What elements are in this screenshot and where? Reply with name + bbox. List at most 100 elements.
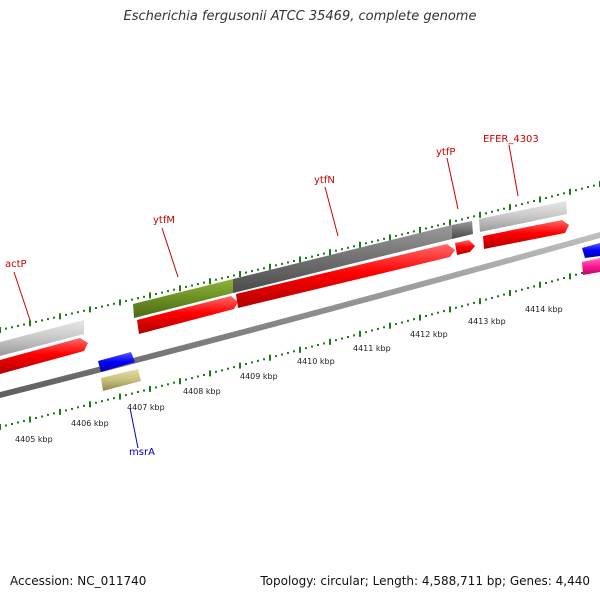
minor-tick bbox=[353, 334, 355, 337]
minor-tick bbox=[395, 323, 397, 326]
major-tick bbox=[329, 338, 331, 345]
reverse-cds-feature[interactable] bbox=[582, 243, 600, 258]
gene-label-ytfP[interactable]: ytfP bbox=[436, 147, 455, 158]
scale-label: 4409 kbp bbox=[240, 372, 278, 381]
minor-tick bbox=[11, 423, 13, 425]
gene-label-actP[interactable]: actP bbox=[5, 259, 27, 270]
minor-tick bbox=[101, 400, 103, 403]
minor-tick bbox=[281, 353, 283, 356]
minor-tick bbox=[221, 369, 223, 372]
minor-tick bbox=[203, 374, 205, 376]
minor-tick bbox=[503, 293, 505, 296]
minor-tick bbox=[77, 311, 79, 314]
major-tick bbox=[479, 298, 481, 305]
gene-feature-EFER_4303[interactable] bbox=[479, 201, 567, 232]
minor-tick bbox=[377, 327, 379, 330]
minor-tick bbox=[575, 189, 577, 192]
minor-tick bbox=[305, 257, 307, 259]
minor-tick bbox=[365, 242, 367, 245]
reverse-track bbox=[98, 243, 600, 391]
minor-tick bbox=[587, 186, 589, 189]
gene-feature-actP[interactable] bbox=[0, 320, 84, 356]
minor-tick bbox=[11, 326, 13, 329]
minor-tick bbox=[467, 303, 469, 306]
minor-tick bbox=[383, 326, 385, 329]
minor-tick bbox=[47, 318, 49, 321]
minor-tick bbox=[83, 404, 85, 407]
major-tick bbox=[449, 219, 451, 226]
minor-tick bbox=[131, 392, 133, 395]
scale-label: 4414 kbp bbox=[525, 305, 563, 314]
minor-tick bbox=[545, 197, 547, 199]
minor-tick bbox=[401, 321, 403, 324]
gene-feature-msrA[interactable] bbox=[101, 369, 141, 391]
minor-tick bbox=[155, 293, 157, 295]
misc-feature[interactable] bbox=[582, 258, 600, 275]
gene-feature-ytfN[interactable] bbox=[233, 225, 452, 293]
major-tick bbox=[89, 401, 91, 408]
minor-tick bbox=[251, 270, 253, 273]
minor-tick bbox=[563, 277, 565, 279]
minor-tick bbox=[431, 225, 433, 228]
minor-tick bbox=[17, 421, 19, 424]
minor-tick bbox=[497, 295, 499, 298]
minor-tick bbox=[215, 278, 217, 281]
minor-tick bbox=[77, 406, 79, 409]
minor-tick bbox=[557, 278, 559, 281]
minor-tick bbox=[503, 207, 505, 210]
cds-feature[interactable] bbox=[0, 338, 88, 374]
minor-tick bbox=[185, 285, 187, 288]
minor-tick bbox=[581, 272, 583, 274]
minor-tick bbox=[293, 260, 295, 262]
minor-tick bbox=[533, 200, 535, 202]
gene-label-ytfM[interactable]: ytfM bbox=[153, 215, 175, 226]
cds-feature[interactable] bbox=[455, 240, 475, 255]
label-leaders bbox=[13, 144, 519, 449]
major-tick bbox=[539, 196, 541, 203]
minor-tick bbox=[95, 401, 97, 404]
minor-tick bbox=[65, 409, 67, 412]
minor-tick bbox=[545, 282, 547, 284]
cds-feature[interactable] bbox=[236, 244, 455, 308]
scale-label: 4408 kbp bbox=[183, 387, 221, 396]
minor-tick bbox=[407, 231, 409, 234]
minor-tick bbox=[557, 193, 559, 196]
minor-tick bbox=[131, 298, 133, 301]
minor-tick bbox=[155, 386, 157, 389]
minor-tick bbox=[455, 219, 457, 222]
cds-feature[interactable] bbox=[483, 220, 569, 249]
minor-tick bbox=[521, 203, 523, 206]
gene-feature-ytfP[interactable] bbox=[452, 221, 473, 239]
minor-tick bbox=[263, 267, 265, 270]
minor-tick bbox=[551, 195, 553, 198]
gene-label-msrA[interactable]: msrA bbox=[129, 447, 155, 458]
minor-tick bbox=[473, 301, 475, 304]
major-tick bbox=[209, 370, 211, 377]
major-tick bbox=[209, 278, 211, 285]
minor-tick bbox=[113, 302, 115, 305]
gene-feature-ytfM[interactable] bbox=[133, 279, 233, 318]
major-tick bbox=[59, 408, 61, 415]
minor-tick bbox=[341, 337, 343, 340]
minor-tick bbox=[371, 329, 373, 332]
minor-tick bbox=[107, 398, 109, 401]
reverse-cds-feature[interactable] bbox=[98, 352, 135, 372]
minor-tick bbox=[245, 363, 247, 365]
major-tick bbox=[269, 354, 271, 361]
cds-feature[interactable] bbox=[137, 296, 238, 334]
minor-tick bbox=[197, 375, 199, 378]
major-tick bbox=[569, 188, 571, 195]
gene-label-EFER_4303[interactable]: EFER_4303 bbox=[483, 134, 539, 145]
minor-tick bbox=[245, 271, 247, 274]
minor-tick bbox=[257, 268, 259, 271]
leader-ytfM bbox=[161, 227, 179, 278]
minor-tick bbox=[335, 339, 337, 342]
minor-tick bbox=[203, 281, 205, 284]
accession-text: Accession: NC_011740 bbox=[10, 574, 147, 588]
minor-tick bbox=[41, 415, 43, 418]
minor-tick bbox=[5, 424, 7, 427]
gene-label-ytfN[interactable]: ytfN bbox=[314, 175, 335, 186]
minor-tick bbox=[101, 305, 103, 308]
minor-tick bbox=[221, 277, 223, 280]
